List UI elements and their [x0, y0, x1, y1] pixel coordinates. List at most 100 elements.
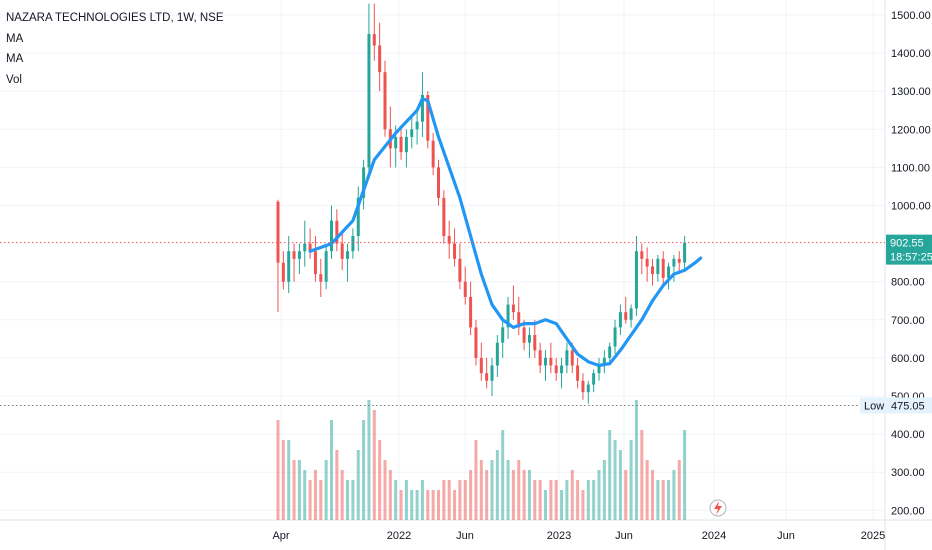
candle-body: [661, 258, 665, 278]
time-axis[interactable]: Apr 2022 Jun 2023 Jun 2024 Jun 2025: [272, 530, 885, 542]
volume-bar: [287, 440, 291, 520]
candle-body: [415, 121, 419, 130]
price-tick-label: 400.00: [891, 429, 925, 441]
volume-bar: [544, 490, 547, 520]
volume-bar: [394, 480, 398, 520]
candle-body: [313, 251, 317, 275]
time-tick-label: Apr: [272, 530, 289, 542]
volume-bar: [645, 460, 649, 520]
time-tick-label: 2023: [547, 530, 571, 542]
candle-body: [517, 312, 521, 328]
candle-body: [362, 167, 366, 198]
volume-bar: [426, 490, 430, 520]
candle-body: [645, 258, 649, 267]
candle-body: [442, 197, 446, 236]
candle-body: [463, 281, 467, 297]
volume-bar: [517, 460, 521, 520]
candle-body: [319, 274, 323, 282]
volume-bar: [356, 450, 360, 520]
volume-bar: [410, 490, 414, 520]
volume-bar: [415, 490, 419, 520]
candle-body: [372, 34, 376, 46]
candle-body: [608, 346, 612, 358]
time-tick-label: 2024: [702, 530, 726, 542]
time-tick-label: Jun: [777, 530, 795, 542]
candle-body: [340, 243, 344, 259]
low-price-tag: [860, 397, 932, 414]
candle-body: [522, 327, 526, 343]
indicator-volume[interactable]: Vol: [6, 73, 22, 86]
candle-body: [667, 266, 671, 278]
volume-bar: [522, 470, 526, 520]
time-tick-label: 2022: [387, 530, 411, 542]
volume-bar: [372, 410, 376, 520]
volume-bar: [581, 490, 585, 520]
candle-body: [335, 220, 339, 244]
volume-bar: [383, 460, 387, 520]
candle-body: [592, 373, 596, 385]
low-label: Low: [864, 401, 884, 413]
candlestick-series: [276, 3, 687, 404]
candle-body: [538, 350, 542, 366]
candle-body: [469, 296, 473, 328]
price-tick-label: 200.00: [891, 505, 925, 517]
candle-body: [447, 235, 451, 244]
lightning-icon[interactable]: [709, 499, 727, 517]
candle-body: [618, 312, 622, 328]
candle-body: [554, 365, 558, 374]
volume-bar: [613, 440, 617, 520]
indicator-ma-1[interactable]: MA: [6, 32, 24, 45]
bar-countdown: 18:57:25: [890, 252, 932, 264]
price-tick-label: 1400.00: [891, 48, 931, 60]
candle-body: [474, 327, 478, 358]
volume-bar: [362, 420, 366, 520]
candle-body: [672, 258, 676, 267]
candle-body: [404, 136, 408, 153]
volume-bar: [629, 440, 633, 520]
candle-body: [677, 258, 681, 263]
candle-body: [324, 251, 328, 282]
volume-bar: [378, 440, 382, 520]
candle-body: [287, 251, 291, 282]
volume-bar: [431, 490, 435, 520]
candle-body: [330, 220, 333, 252]
volume-bar: [346, 480, 350, 520]
volume-bar: [469, 470, 473, 520]
volume-bar: [324, 460, 328, 520]
volume-bar: [308, 480, 312, 520]
indicator-ma-2[interactable]: MA: [6, 53, 24, 65]
volume-bar: [420, 480, 424, 520]
symbol-title[interactable]: NAZARA TECHNOLOGIES LTD, 1W, NSE: [6, 12, 224, 24]
volume-bar: [495, 450, 499, 520]
price-tick-label: 1100.00: [891, 162, 930, 174]
volume-bar: [281, 440, 285, 520]
time-tick-label: Jun: [456, 530, 474, 542]
price-tick-label: 600.00: [891, 353, 925, 365]
volume-bar: [683, 430, 687, 520]
candle-body: [458, 258, 462, 282]
volume-bar: [319, 480, 323, 520]
candle-body: [683, 242, 687, 263]
time-tick-label: Jun: [615, 530, 633, 542]
candle-body: [581, 380, 585, 393]
candle-body: [597, 365, 601, 374]
candle-body: [292, 251, 296, 259]
volume-bars: [276, 400, 687, 520]
candle-body: [297, 251, 301, 259]
time-tick-label: 2025: [861, 530, 885, 542]
candle-body: [506, 304, 510, 328]
candle-body: [281, 262, 285, 282]
candle-body: [453, 243, 457, 259]
volume-bar: [276, 420, 280, 520]
volume-bar: [570, 470, 574, 520]
volume-bar: [560, 490, 564, 520]
candle-body: [437, 167, 440, 198]
last-price-value: 902.55: [890, 238, 924, 250]
candle-body: [544, 357, 547, 366]
candle-body: [394, 136, 398, 149]
price-tick-label: 1200.00: [891, 124, 931, 136]
candle-body: [410, 129, 414, 137]
candle-body: [511, 304, 515, 313]
candle-body: [276, 201, 280, 263]
